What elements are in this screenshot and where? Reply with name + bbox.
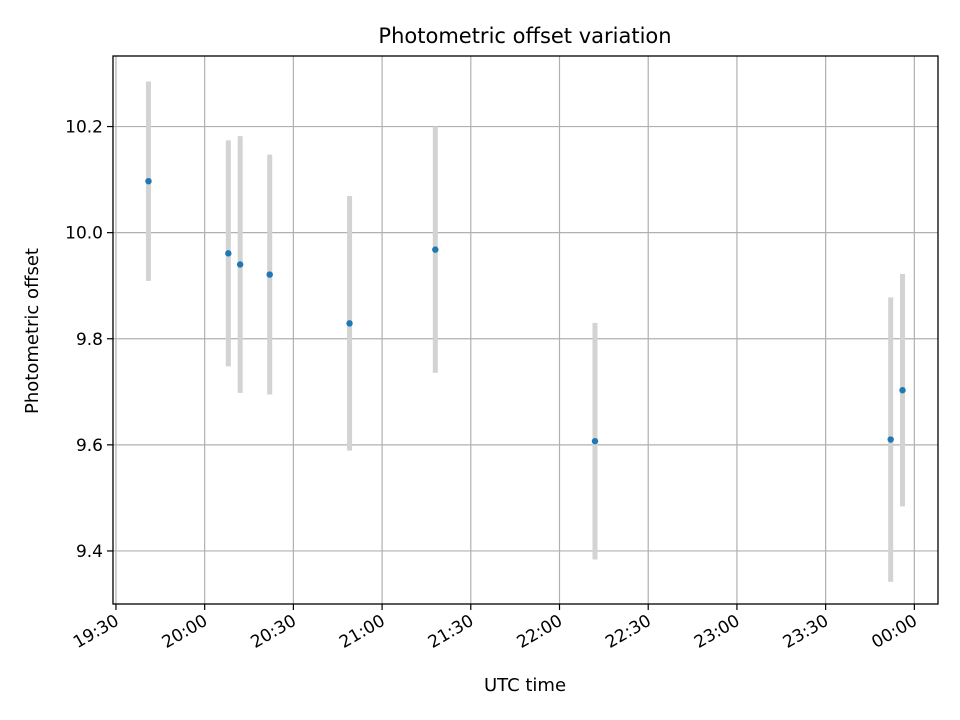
- plot-frame: [112, 55, 939, 605]
- x-axis-label: UTC time: [484, 675, 566, 696]
- y-axis-label: Photometric offset: [22, 248, 43, 414]
- grid-lines: [113, 56, 938, 604]
- y-tick-label: 10.2: [65, 118, 103, 138]
- data-point: [266, 271, 273, 278]
- y-tick-label: 9.8: [76, 330, 103, 350]
- y-tick-label: 9.6: [76, 436, 103, 456]
- data-point: [346, 320, 353, 327]
- data-point: [591, 437, 599, 445]
- data-point: [899, 387, 906, 394]
- data-points: [145, 177, 906, 445]
- y-axis-ticks: 9.4 9.6 9.8 10.0 10.2: [65, 118, 113, 562]
- data-point: [236, 261, 244, 268]
- data-point: [432, 246, 439, 253]
- y-tick-label: 9.4: [76, 542, 103, 562]
- data-point: [225, 250, 232, 257]
- data-point: [887, 436, 894, 443]
- y-tick-label: 10.0: [65, 224, 103, 244]
- data-point: [145, 177, 152, 185]
- chart-title: Photometric offset variation: [378, 24, 671, 48]
